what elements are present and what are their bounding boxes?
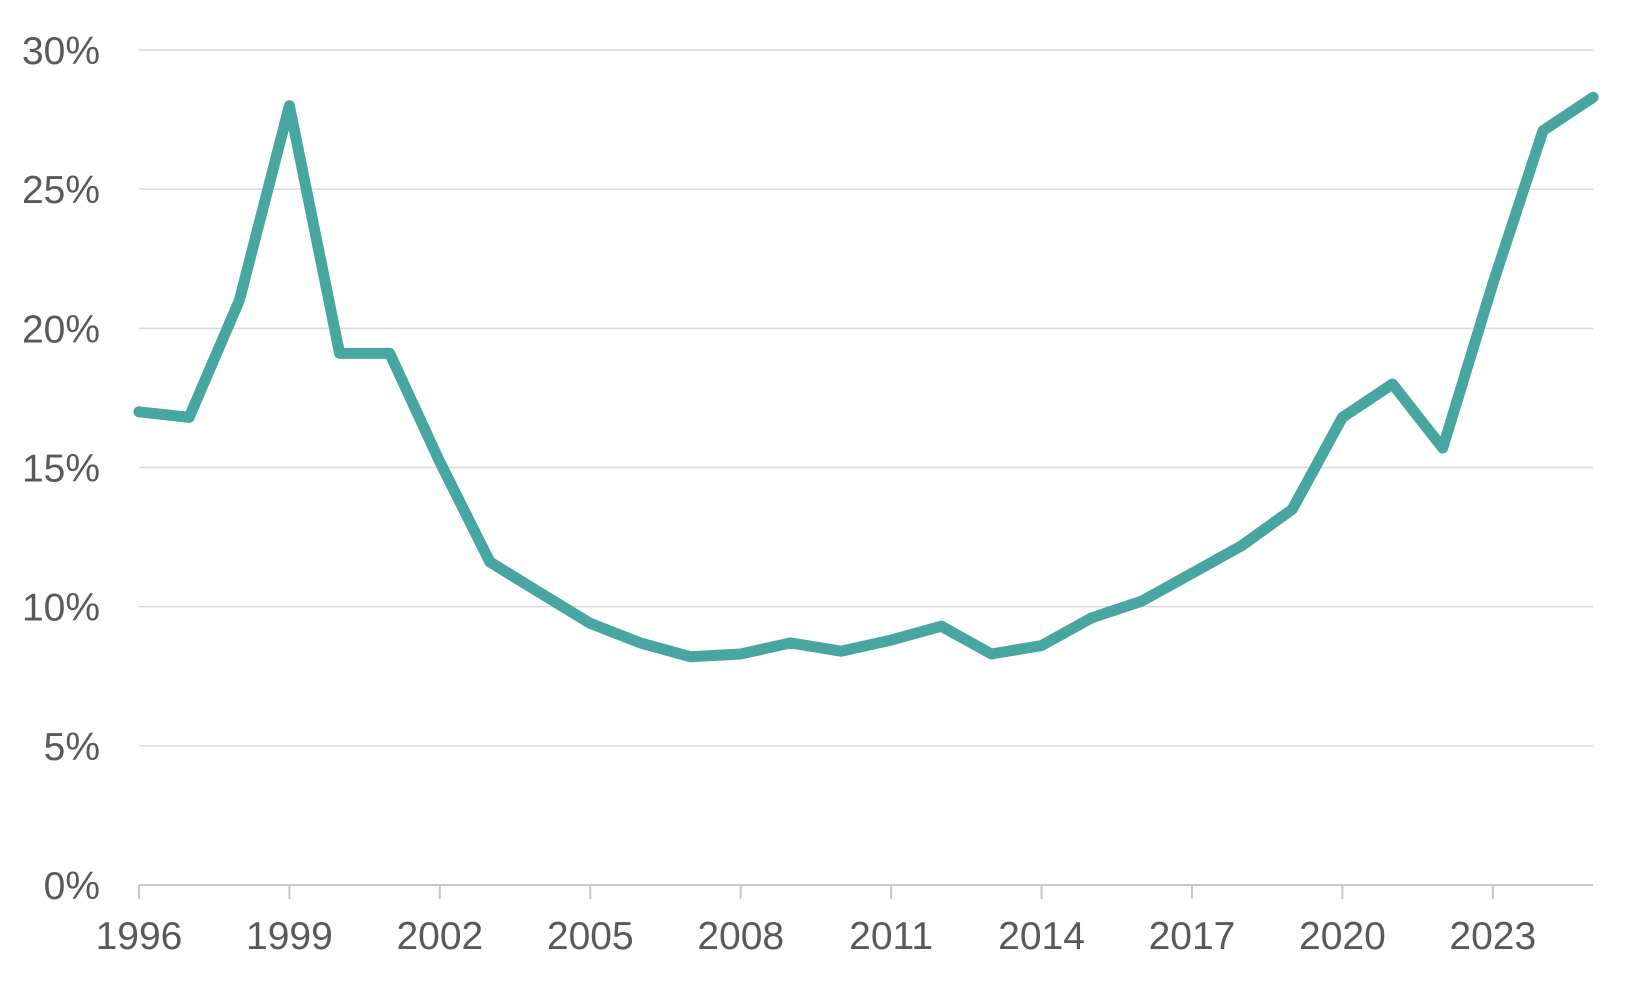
x-axis-tick-label: 2014 <box>998 915 1085 958</box>
y-axis-tick-label: 25% <box>22 169 100 212</box>
x-axis-tick-label: 1996 <box>96 915 183 958</box>
x-axis-tick-label: 2017 <box>1149 915 1236 958</box>
x-axis-tick-label: 2020 <box>1299 915 1386 958</box>
y-axis-tick-labels: 0% 5% 10% 15% 20% 25% 30% <box>22 30 100 908</box>
y-axis-tick-label: 5% <box>44 726 100 769</box>
gridlines <box>139 49 1594 747</box>
y-axis-tick-label: 10% <box>22 587 100 630</box>
x-axis-tick-labels: 1996 1999 2002 2005 2008 2011 2014 2017 2020 2023 <box>96 915 1537 958</box>
series-line <box>133 91 1599 663</box>
y-axis-tick-label: 0% <box>44 865 100 908</box>
x-axis-line-and-ticks <box>138 884 1594 899</box>
y-axis-tick-label: 20% <box>22 308 100 351</box>
x-axis-tick-label: 2023 <box>1449 915 1536 958</box>
x-axis-tick-label: 2008 <box>697 915 784 958</box>
x-axis-tick-label: 1999 <box>246 915 333 958</box>
y-axis-tick-label: 30% <box>22 30 100 73</box>
x-axis-tick-label: 2002 <box>396 915 483 958</box>
x-axis-tick-label: 2011 <box>849 915 933 958</box>
y-axis-tick-label: 15% <box>22 448 100 491</box>
x-axis-tick-label: 2005 <box>547 915 634 958</box>
data-line-series <box>133 91 1599 663</box>
